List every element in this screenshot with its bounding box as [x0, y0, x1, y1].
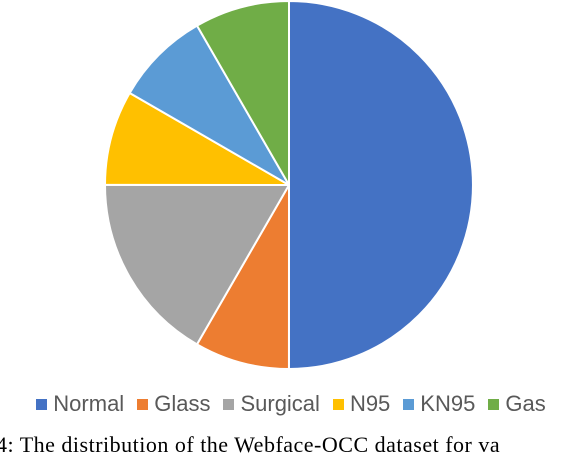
- legend-swatch: [36, 398, 48, 410]
- legend-label: Surgical: [240, 391, 320, 416]
- legend-label: KN95: [420, 391, 476, 416]
- pie-chart: [104, 0, 474, 370]
- pie-slice-normal: [287, 0, 474, 370]
- pie-slice-surgical: [104, 183, 290, 346]
- pie-slice-gas: [196, 0, 290, 186]
- legend-swatch: [223, 398, 235, 410]
- chart-legend: Normal Glass Surgical N95 KN95 Gas: [0, 386, 582, 422]
- pie-slice-n95: [104, 91, 290, 186]
- legend-item-glass: Glass: [137, 391, 210, 417]
- pie-slices: [104, 0, 474, 370]
- legend-label: N95: [349, 391, 391, 416]
- legend-label: Glass: [154, 391, 211, 416]
- legend-label: Normal: [53, 391, 125, 416]
- legend-swatch: [137, 398, 149, 410]
- legend-swatch: [488, 398, 500, 410]
- legend-swatch: [332, 398, 344, 410]
- figure-caption: 4: The distribution of the Webface-OCC d…: [0, 432, 501, 457]
- pie-slice-glass: [195, 184, 290, 370]
- legend-label: Gas: [505, 391, 546, 416]
- legend-item-kn95: KN95: [403, 391, 475, 417]
- pie-slice-kn95: [128, 24, 290, 186]
- legend-item-normal: Normal: [36, 391, 124, 417]
- legend-swatch: [403, 398, 415, 410]
- legend-item-n95: N95: [332, 391, 391, 417]
- legend-item-gas: Gas: [488, 391, 546, 417]
- legend-item-surgical: Surgical: [223, 391, 320, 417]
